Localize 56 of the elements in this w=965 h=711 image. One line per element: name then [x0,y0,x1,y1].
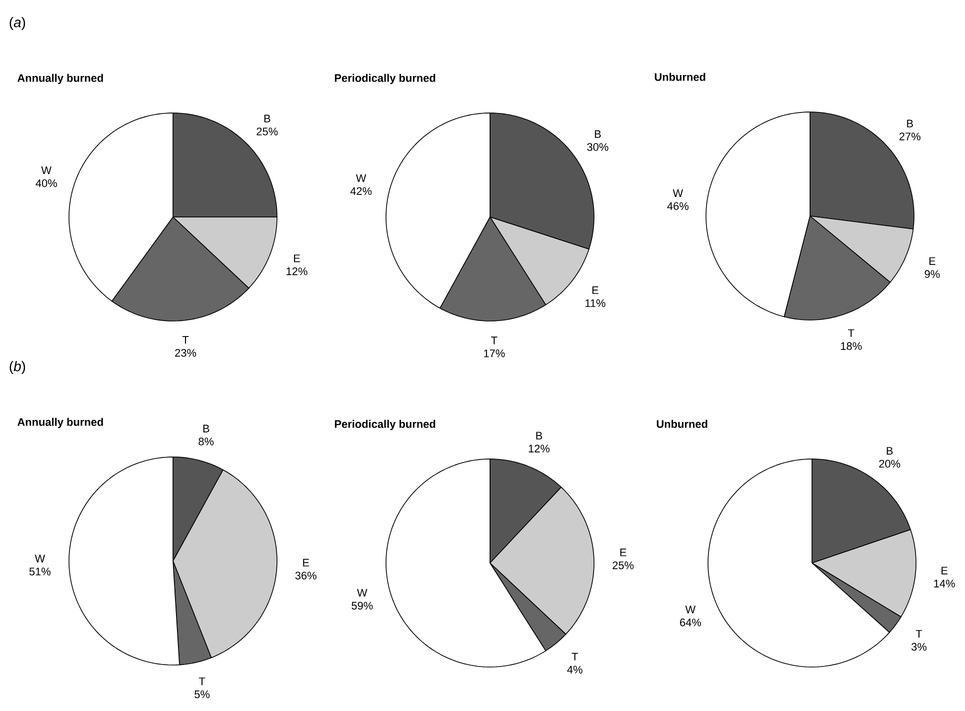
slice-label: B [264,114,270,122]
chart-title: Annually burned [17,74,103,84]
data-label: 59% [352,602,373,610]
data-label: 12% [528,444,550,452]
data-label: 8% [198,438,214,446]
slice-label: W [357,588,368,597]
slice-label: E [303,558,310,566]
data-label: 42% [350,187,372,195]
text: (a) [10,17,26,30]
data-label: 27% [899,132,920,140]
data-label: 3% [911,642,926,651]
chart-title: Unburned [654,72,706,81]
chart-title: Periodically burned [334,74,436,84]
slice-label: W [685,606,696,614]
slice-label: E [929,257,936,265]
data-label: 20% [879,460,900,468]
slice-label: T [916,630,922,638]
chart-title: Annually burned [17,418,103,428]
data-label: 4% [567,666,582,674]
chart-title: Unburned [656,420,708,428]
data-label: 25% [612,561,634,570]
slice-label: T [182,336,189,344]
slice-label: W [356,174,366,182]
slice-label: W [672,189,684,197]
slice-label: B [536,432,542,440]
slice-label: T [198,678,206,686]
data-label: 23% [175,348,196,357]
data-label: 5% [194,690,210,698]
chart-title: Periodically burned [334,420,436,430]
slice-label: B [886,447,893,455]
slice-label: B [203,424,210,432]
data-label: 14% [934,580,955,588]
data-label: 46% [667,202,689,210]
data-label: 17% [484,350,505,358]
slice-label: W [41,166,52,174]
slice-label: T [491,336,498,344]
data-label: 18% [841,342,862,350]
slice-label: B [907,120,913,128]
data-label: 30% [587,143,608,151]
slice-label: E [592,286,598,294]
slice-label: E [942,566,948,574]
slice-label: T [848,329,854,337]
data-label: 9% [924,270,940,278]
slice-label: B [594,130,601,138]
data-label: 11% [585,299,606,307]
data-label: 25% [256,128,278,136]
data-label: 40% [36,179,57,188]
data-label: 12% [286,267,308,276]
data-label: 51% [29,568,51,576]
slice-label: E [294,254,300,262]
text: (b) [10,361,26,374]
slice-label: T [572,652,578,660]
slice-label: W [34,554,46,562]
slice-label: E [620,548,626,556]
data-label: 64% [680,618,702,626]
data-label: 36% [295,572,316,580]
